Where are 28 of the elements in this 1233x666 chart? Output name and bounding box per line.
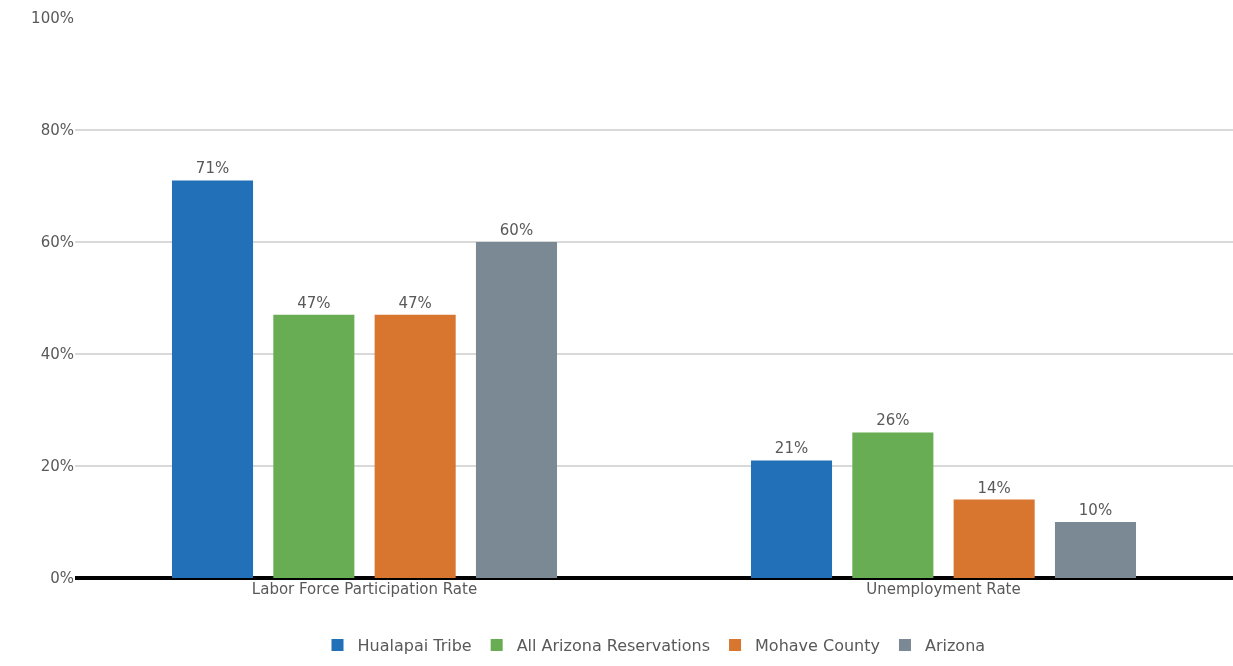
data-label: 71%	[195, 159, 230, 178]
y-tick-label: 20%	[40, 457, 74, 476]
y-tick-label: 40%	[40, 345, 74, 364]
bar	[750, 460, 833, 578]
bar	[171, 180, 254, 578]
y-tick-label: 80%	[40, 121, 74, 140]
data-label: 47%	[297, 293, 331, 312]
legend-label: Arizona	[924, 636, 986, 656]
legend-label: All Arizona Reservations	[516, 636, 711, 656]
data-label: 10%	[1078, 501, 1113, 519]
y-tick-label: 60%	[40, 233, 74, 252]
data-label: 47%	[398, 293, 432, 312]
x-tick-label: Labor Force Participation Rate	[251, 580, 478, 598]
bar	[1054, 522, 1137, 578]
y-tick-label: 0%	[50, 569, 74, 588]
x-tick-label: Unemployment Rate	[866, 580, 1021, 598]
legend-label: Hualapai Tribe	[357, 636, 472, 656]
bar	[273, 314, 355, 578]
data-label: 60%	[499, 221, 534, 239]
bar	[953, 499, 1035, 578]
bar	[374, 314, 456, 578]
bar	[475, 242, 558, 578]
data-label: 21%	[774, 439, 809, 458]
data-label: 26%	[876, 411, 910, 430]
y-tick-label: 100%	[31, 9, 74, 28]
data-label: 14%	[977, 478, 1011, 497]
legend-label: Mohave County	[755, 636, 880, 656]
bar	[852, 432, 934, 578]
